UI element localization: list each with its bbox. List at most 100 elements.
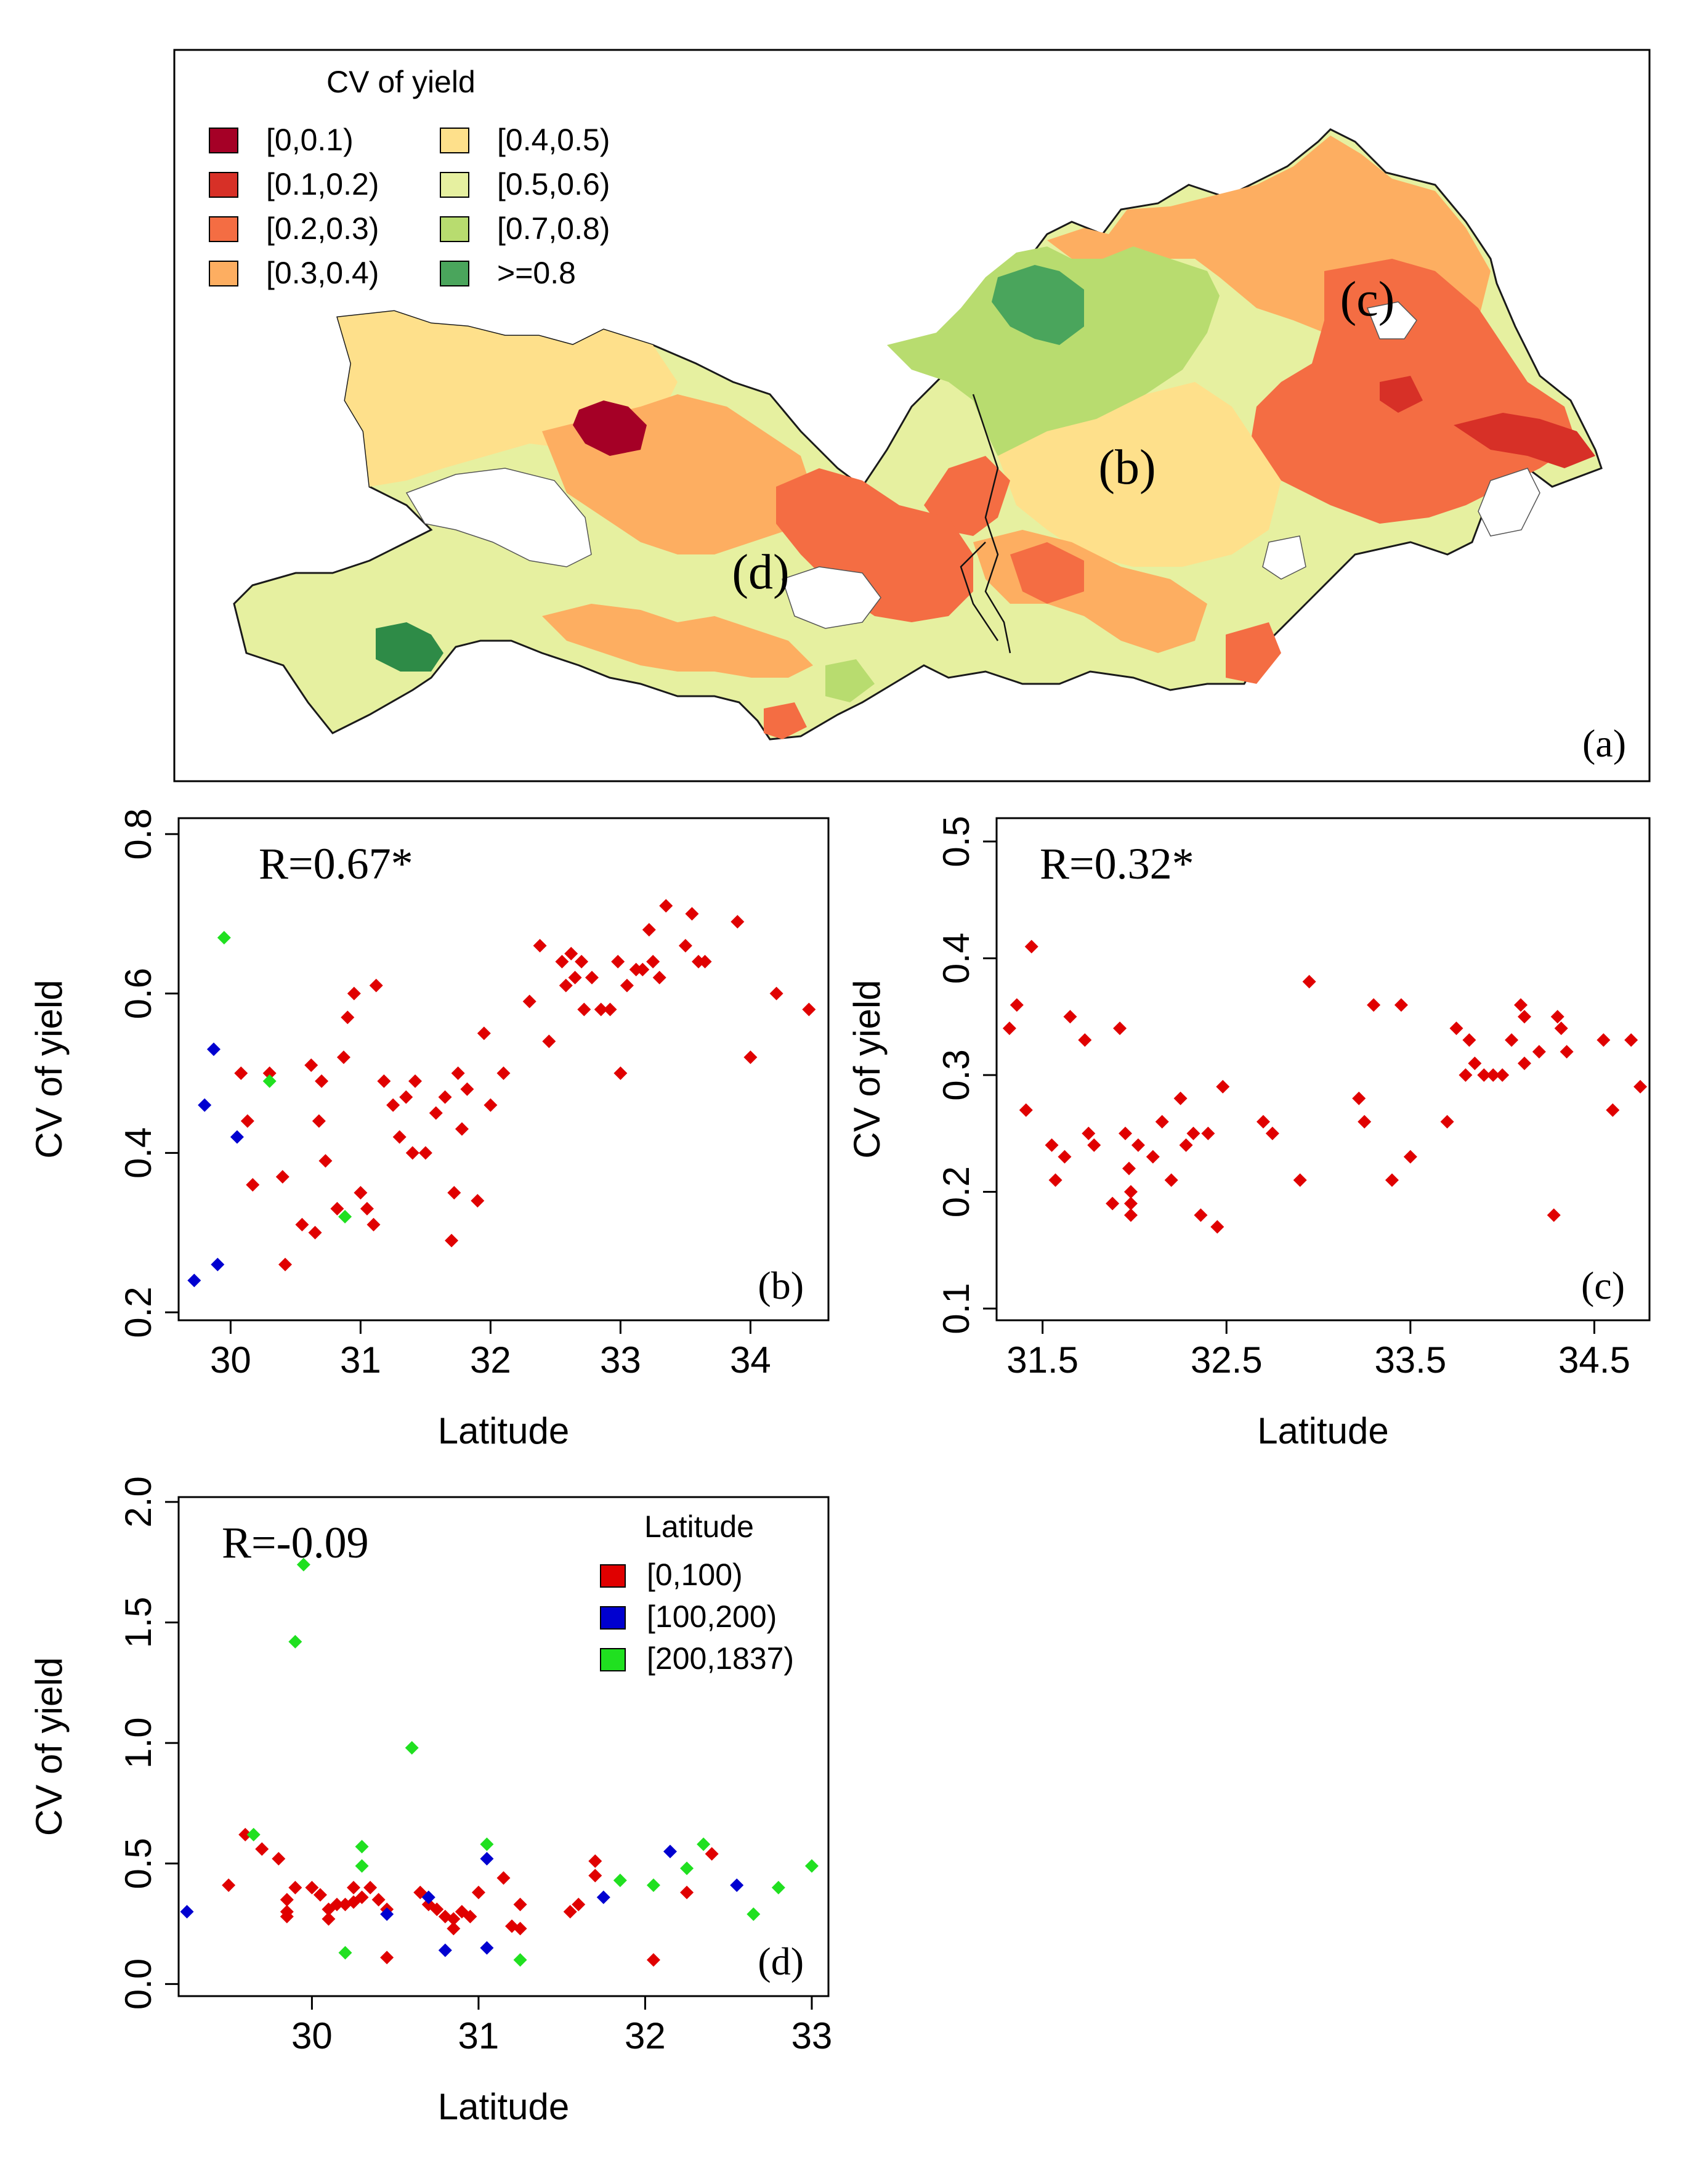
- correlation-annotation: R=-0.09: [222, 1518, 369, 1567]
- data-point: [418, 1146, 432, 1160]
- map-zone-0.7-0.8-north: [887, 246, 1220, 468]
- data-point: [180, 1905, 194, 1919]
- x-tick-label: 34: [730, 1339, 771, 1381]
- data-point: [1440, 1114, 1454, 1129]
- data-point: [438, 1090, 452, 1104]
- map-legend-swatch: [209, 216, 238, 242]
- x-tick-label: 33: [600, 1339, 641, 1381]
- data-point: [240, 1114, 254, 1128]
- map-legend-label: [0.2,0.3): [266, 211, 379, 246]
- map-zone-0.2-0.3-south-east: [1226, 622, 1281, 684]
- data-point: [330, 1201, 344, 1216]
- data-point: [680, 1885, 694, 1899]
- data-point: [408, 1074, 423, 1088]
- map-hole-east: [1478, 468, 1540, 537]
- data-point: [484, 1098, 498, 1112]
- data-point: [596, 1890, 610, 1904]
- y-tick-label: 1.0: [118, 1717, 159, 1768]
- data-point: [1513, 998, 1528, 1012]
- scatter-panel-d: 30 31 32 33 0.0 0.5 1.0 1.5 2.0 Latitude CV of yie…: [28, 1476, 832, 2127]
- data-point: [354, 1186, 368, 1200]
- y-tick-label: 0.0: [118, 1959, 159, 2010]
- data-point: [496, 1066, 511, 1080]
- data-point: [438, 1943, 452, 1957]
- data-point: [513, 1898, 527, 1912]
- data-point: [460, 1082, 474, 1096]
- data-point: [646, 954, 660, 968]
- data-point: [731, 915, 745, 929]
- x-axis-label: Latitude: [438, 2086, 570, 2127]
- x-tick-label: 30: [210, 1339, 251, 1381]
- data-point: [1045, 1138, 1059, 1152]
- map-zone-0.4-0.5-center: [998, 382, 1281, 567]
- data-point: [513, 1953, 527, 1967]
- x-axis-label: Latitude: [1257, 1410, 1389, 1451]
- data-point: [1194, 1208, 1208, 1222]
- data-point: [522, 994, 536, 1009]
- data-point: [1082, 1126, 1096, 1140]
- data-point: [255, 1842, 269, 1856]
- data-point: [1385, 1173, 1399, 1187]
- data-point: [577, 1002, 591, 1017]
- data-point: [278, 1257, 293, 1272]
- data-point: [1265, 1126, 1279, 1140]
- map-legend-swatch: [440, 216, 469, 242]
- panel-label: (d): [758, 1939, 804, 1983]
- data-point: [1597, 1033, 1611, 1047]
- map-region-label-d: (d): [732, 545, 789, 599]
- data-point: [1216, 1079, 1230, 1094]
- data-point: [563, 1905, 577, 1919]
- x-tick-label: 31.5: [1006, 1339, 1079, 1381]
- data-point: [564, 946, 578, 960]
- x-tick-label: 31: [340, 1339, 381, 1381]
- data-point: [496, 1871, 511, 1885]
- data-point: [222, 1878, 236, 1892]
- data-point: [211, 1257, 225, 1272]
- plot-legend-swatch: [600, 1648, 626, 1671]
- data-point: [338, 1209, 352, 1224]
- data-point: [1186, 1126, 1200, 1140]
- data-point: [1201, 1126, 1215, 1140]
- plot-frame: [995, 817, 1651, 1322]
- data-point: [392, 1130, 407, 1144]
- data-point: [771, 1880, 785, 1894]
- data-point: [1302, 975, 1316, 989]
- x-axis-label: Latitude: [438, 1410, 570, 1451]
- data-point: [611, 954, 625, 968]
- data-point: [1505, 1033, 1519, 1047]
- data-point: [642, 923, 656, 937]
- data-point: [1173, 1091, 1188, 1105]
- data-point: [678, 938, 692, 952]
- data-point: [1496, 1068, 1510, 1082]
- data-point: [663, 1845, 678, 1859]
- data-point: [585, 970, 599, 985]
- data-point: [659, 899, 673, 913]
- y-tick-label: 0.1: [936, 1283, 977, 1334]
- data-point: [463, 1909, 477, 1923]
- plot-legend-label: [200,1837): [647, 1641, 794, 1676]
- data-point: [1550, 1010, 1564, 1024]
- data-point: [304, 1058, 318, 1073]
- data-point: [1123, 1196, 1138, 1211]
- data-point: [1119, 1126, 1133, 1140]
- data-point: [1394, 998, 1408, 1012]
- panel-label: (c): [1581, 1264, 1625, 1307]
- y-axis-label: CV of yield: [846, 980, 888, 1158]
- data-point: [451, 1066, 465, 1080]
- data-point: [588, 1869, 602, 1883]
- data-point: [355, 1890, 369, 1904]
- data-point: [1146, 1150, 1160, 1164]
- data-point: [275, 1170, 289, 1184]
- plot-legend-swatch: [600, 1606, 626, 1630]
- data-point: [234, 1066, 248, 1080]
- data-point: [1468, 1057, 1482, 1071]
- data-point: [1002, 1021, 1016, 1036]
- scatter-panel-c: 31.5 32.5 33.5 34.5 0.1 0.2 0.3 0.4 0.5 Latitude C…: [846, 816, 1651, 1451]
- map-region-label-c: (c): [1340, 272, 1395, 327]
- y-tick-label: 0.2: [118, 1286, 159, 1338]
- data-point: [347, 1880, 361, 1894]
- map-zone-0.2-0.3-south-tip: [764, 702, 807, 739]
- data-point: [347, 986, 361, 1001]
- data-point: [217, 931, 231, 945]
- data-point: [542, 1034, 556, 1049]
